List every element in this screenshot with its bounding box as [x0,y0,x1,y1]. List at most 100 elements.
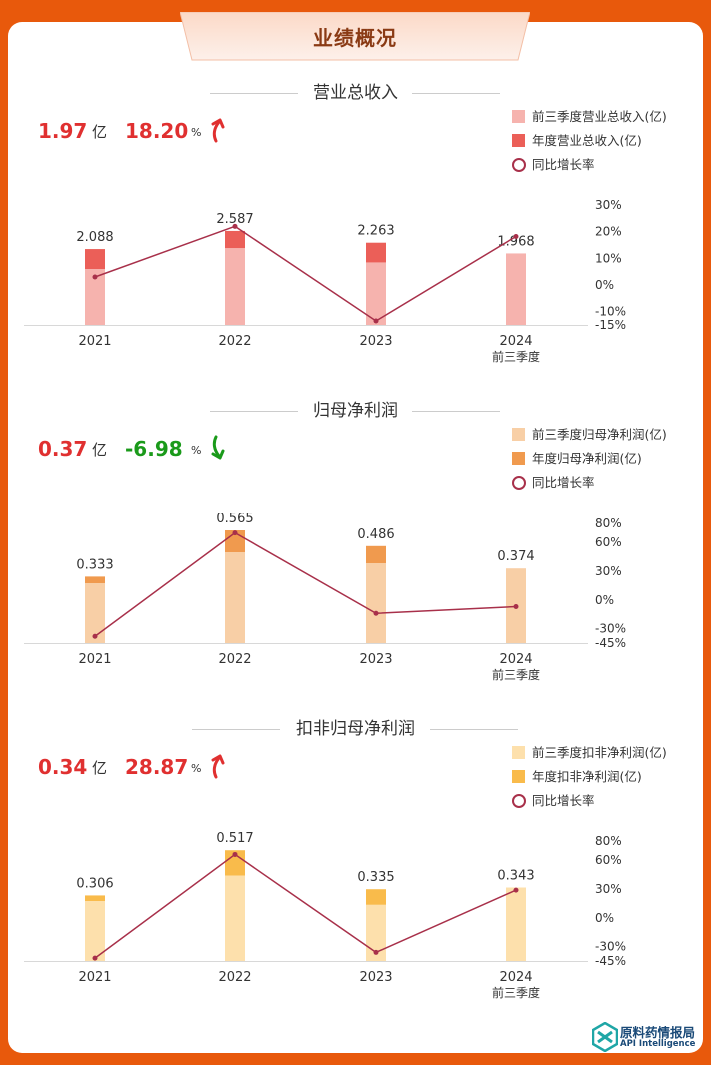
net-profit-section-header: 归母净利润 [0,396,711,426]
legend-label: 年度扣非净利润(亿) [532,769,642,784]
x-tick-label: 2021 [78,652,111,667]
bar-q3-2022 [225,248,245,325]
legend-label: 前三季度营业总收入(亿) [532,109,667,124]
kpi-percent-unit: % [191,762,202,775]
growth-point [232,530,238,536]
bar-annual-2023 [366,889,386,905]
bar-q3-2022 [225,875,245,961]
revenue-section-header: 营业总收入 [0,78,711,108]
y-tick-label: 60% [595,853,622,867]
deducted-net-profit-section-header: 扣非归母净利润 [0,714,711,744]
bar-q3-2024 [506,253,526,325]
x-tick-label: 2023 [359,334,392,349]
legend-label: 年度营业总收入(亿) [532,133,642,148]
x-tick-label: 2023 [359,652,392,667]
brand-logo: 原料药情报局 API Intelligence [592,1020,704,1054]
revenue-legend: 前三季度营业总收入(亿) 年度营业总收入(亿) 同比增长率 [512,105,702,177]
growth-point [92,955,98,961]
growth-point [513,887,519,893]
legend-ring-icon [512,476,526,490]
y-tick-label: -45% [595,954,626,968]
bar-annual-2021 [85,249,105,269]
growth-point [232,851,238,857]
bar-q3-2021 [85,901,105,961]
kpi-change: 28.87 [125,755,189,779]
y-tick-label: 30% [595,882,622,896]
bar-value-label: 2.587 [216,212,253,227]
growth-point [373,949,379,955]
brand-name-en: API Intelligence [620,1039,696,1049]
legend-label: 前三季度归母净利润(亿) [532,427,667,442]
growth-point [373,318,379,324]
y-tick-label: -10% [595,305,626,319]
bar-value-label: 0.374 [497,549,534,564]
bar-value-label: 0.565 [216,513,253,526]
x-tick-label: 2021 [78,334,111,349]
x-tick-label: 2022 [218,652,251,667]
bar-value-label: 0.306 [76,876,113,891]
net-profit-chart: 80% 60% 30% 0% -30%-45% 0.333 2021 0.565 2022 0.4… [24,513,626,682]
growth-line [94,225,517,322]
y-tick-label: 20% [595,225,622,239]
legend-swatch [512,746,525,759]
legend-item-annual: 年度归母净利润(亿) [512,447,702,471]
bar-value-label: 0.335 [357,870,394,885]
divider [412,93,500,94]
growth-point [513,233,519,239]
growth-point [92,274,98,280]
x-tick-sublabel: 前三季度 [492,349,540,364]
x-tick-label: 2021 [78,970,111,985]
y-tick-label: 30% [595,198,622,212]
growth-line [94,531,517,637]
y-tick-label: 60% [595,535,622,549]
brand-name: 原料药情报局 [620,1025,696,1040]
deducted-net-profit-chart: 80% 60% 30% 0% -30%-45% 0.306 2021 0.517 2022 0.3… [24,831,626,1000]
legend-label: 前三季度扣非净利润(亿) [532,745,667,760]
x-tick-label: 2022 [218,334,251,349]
y-tick-label: 80% [595,834,622,848]
x-tick-label: 2022 [218,970,251,985]
bar-q3-2021 [85,583,105,643]
legend-label: 同比增长率 [532,475,595,490]
x-tick-label: 2024 [499,334,532,349]
kpi-change: -6.98 [125,437,183,461]
legend-swatch [512,110,525,123]
legend-item-growth: 同比增长率 [512,471,702,495]
bar-annual-2021 [85,576,105,583]
arrow-up-icon [211,754,225,779]
legend-item-q3: 前三季度归母净利润(亿) [512,423,702,447]
growth-point [513,604,519,610]
divider [430,729,518,730]
legend-swatch [512,770,525,783]
kpi-value: 0.34 [38,755,88,779]
x-tick-label: 2024 [499,970,532,985]
bar-q3-2022 [225,552,245,643]
arrow-down-icon [211,435,225,460]
y-tick-label: 0% [595,911,614,925]
bar-annual-2022 [225,850,245,876]
bar-q3-2024 [506,887,526,961]
net-profit-title: 归母净利润 [313,401,398,421]
arrow-up-icon [211,118,225,143]
bar-q3-2021 [85,269,105,325]
x-tick-sublabel: 前三季度 [492,985,540,1000]
y-tick-label: 10% [595,251,622,265]
kpi-percent-unit: % [191,444,202,457]
divider [412,411,500,412]
bar-annual-2022 [225,230,245,249]
bar-value-label: 0.343 [497,869,534,884]
x-tick-label: 2023 [359,970,392,985]
y-tick-label: -15% [595,318,626,332]
legend-swatch [512,452,525,465]
divider [210,93,298,94]
bar-annual-2023 [366,242,386,263]
growth-point [92,633,98,639]
legend-label: 年度归母净利润(亿) [532,451,642,466]
bar-annual-2023 [366,545,386,563]
kpi-value: 1.97 [38,119,88,143]
bar-value-label: 2.088 [76,230,113,245]
legend-label: 同比增长率 [532,157,595,172]
kpi-change: 18.20 [125,119,189,143]
bar-annual-2021 [85,895,105,901]
legend-ring-icon [512,158,526,172]
